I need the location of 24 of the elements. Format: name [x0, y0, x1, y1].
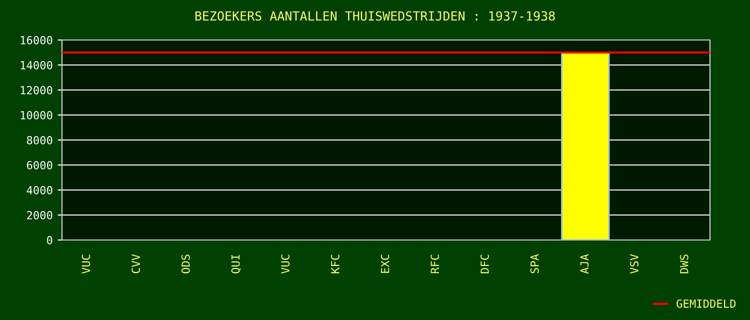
x-tick-label: AJA — [580, 254, 589, 274]
y-tick-label: 4000 — [26, 186, 52, 194]
chart-title: BEZOEKERS AANTALLEN THUISWEDSTRIJDEN : 1937-1938 — [195, 11, 555, 21]
y-tick-label: 16000 — [20, 36, 52, 44]
y-tick-label: 14000 — [20, 61, 52, 70]
y-tick-label: 0 — [47, 236, 52, 244]
x-tick-label: KFC — [331, 254, 340, 274]
x-tick-label: ODS — [181, 254, 190, 274]
x-tick-label: QUI — [231, 254, 242, 274]
x-tick-label: VSV — [630, 254, 638, 274]
y-tick-label: 12000 — [20, 86, 52, 94]
x-tick-label: CVV — [132, 254, 140, 274]
x-tick-label: EXC — [380, 254, 390, 273]
x-tick-label: VUC — [82, 254, 90, 274]
legend-label: GEMIDDELD — [676, 299, 736, 308]
x-tick-label: RFC — [430, 254, 440, 274]
x-tick-label: SPA — [530, 254, 539, 274]
x-tick-label: DFC — [480, 254, 489, 274]
x-tick-label: VUC — [281, 254, 290, 274]
x-tick-label: DWS — [680, 254, 688, 274]
y-tick-label: 8000 — [26, 136, 52, 144]
y-tick-label: 10000 — [20, 111, 52, 120]
y-tick-label: 2000 — [27, 211, 52, 220]
y-tick-label: 6000 — [26, 161, 52, 170]
